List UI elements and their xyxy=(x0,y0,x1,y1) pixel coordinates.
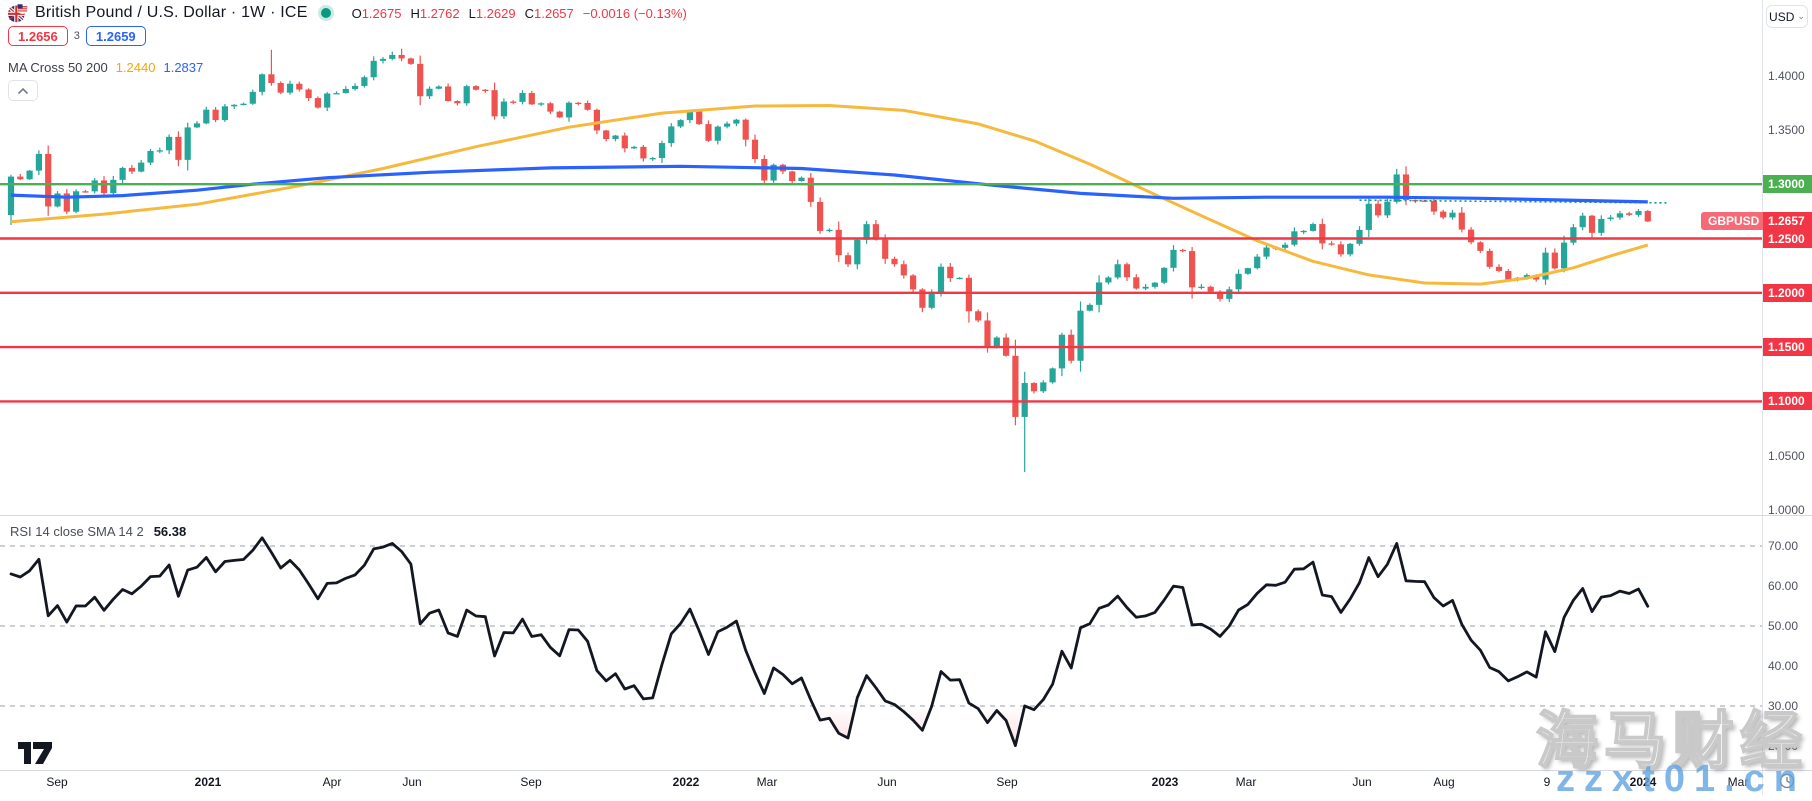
buy-button[interactable]: 1.2659 xyxy=(85,26,146,46)
level-badge-1.3000: 1.3000 xyxy=(1763,175,1812,194)
level-badge-1.2000: 1.2000 xyxy=(1763,283,1812,302)
time-tick-Mar: Mar xyxy=(1235,775,1257,789)
currency-value: USD xyxy=(1769,9,1795,24)
rsi-label: RSI 14 close SMA 14 2 xyxy=(10,524,144,539)
price-tick-1.3500: 1.3500 xyxy=(1768,122,1805,137)
candles xyxy=(7,48,1651,472)
ma-cross-label: MA Cross 50 200 xyxy=(8,60,108,75)
price-tick-1.4000: 1.4000 xyxy=(1768,68,1805,83)
time-tick-2023: 2023 xyxy=(1151,775,1179,789)
time-tick-Aug: Aug xyxy=(1433,775,1455,789)
rsi-pane-header[interactable]: RSI 14 close SMA 14 2 56.38 xyxy=(10,524,186,539)
spread-value: 3 xyxy=(73,30,80,42)
sell-button[interactable]: 1.2656 xyxy=(8,26,68,46)
ma200-line xyxy=(10,164,1648,204)
rsi-tick-20.00: 20.00 xyxy=(1768,739,1799,753)
collapse-legend-button[interactable] xyxy=(8,80,38,101)
rsi-tick-40.00: 40.00 xyxy=(1768,659,1799,673)
time-tick-Sep: Sep xyxy=(996,775,1018,789)
chevron-down-icon: ⌄ xyxy=(1797,11,1805,21)
rsi-tick-70.00: 70.00 xyxy=(1768,539,1799,553)
price-tick-1.0000: 1.0000 xyxy=(1768,503,1805,517)
time-tick-Mar: Mar xyxy=(1727,775,1749,789)
currency-dropdown[interactable]: USD ⌄ xyxy=(1766,5,1808,28)
level-badge-1.1000: 1.1000 xyxy=(1763,392,1812,411)
time-tick-Apr: Apr xyxy=(322,775,342,789)
time-tick-2022: 2022 xyxy=(672,775,700,789)
time-tick-Sep: Sep xyxy=(46,775,68,789)
time-tick-2021: 2021 xyxy=(194,775,222,789)
tradingview-logo[interactable] xyxy=(18,740,58,766)
rsi-tick-50.00: 50.00 xyxy=(1768,619,1799,633)
time-tick-9: 9 xyxy=(1543,775,1551,789)
close-value: 1.2657 xyxy=(534,5,574,21)
ma50-value: 1.2440 xyxy=(115,60,156,75)
rsi-tick-30.00: 30.00 xyxy=(1768,699,1799,713)
market-status-icon[interactable] xyxy=(320,8,331,18)
change-value: −0.0016 (−0.13%) xyxy=(582,5,687,21)
price-scale-border xyxy=(1762,0,1763,795)
ma50-line xyxy=(10,104,1649,286)
high-value: 1.2762 xyxy=(419,5,460,21)
time-tick-2024: 2024 xyxy=(1629,775,1657,789)
symbol-name-badge: GBPUSD xyxy=(1701,212,1767,231)
chevron-up-icon xyxy=(18,87,28,94)
ma-cross-legend[interactable]: MA Cross 50 200 1.2440 1.2837 xyxy=(8,60,203,75)
gbpusd-pair-flag-icon xyxy=(8,3,28,23)
time-tick-Mar: Mar xyxy=(756,775,778,789)
symbol-header: British Pound / U.S. Dollar · 1W · ICE O… xyxy=(8,2,687,24)
ma200-value: 1.2837 xyxy=(163,60,204,75)
low-value: 1.2629 xyxy=(475,5,516,21)
level-badge-1.1500: 1.1500 xyxy=(1763,338,1812,357)
rsi-overbought-fill xyxy=(256,537,1398,546)
level-badge-1.2500: 1.2500 xyxy=(1763,229,1812,248)
rsi-line xyxy=(9,536,1650,747)
last-price-badge: 1.2657 xyxy=(1763,212,1812,231)
price-tick-1.0500: 1.0500 xyxy=(1768,448,1805,463)
pane-separator[interactable] xyxy=(0,515,1812,516)
time-tick-Jun: Jun xyxy=(877,775,897,789)
symbol-title[interactable]: British Pound / U.S. Dollar · 1W · ICE xyxy=(35,4,308,21)
time-tick-Jun: Jun xyxy=(402,775,422,789)
clock-icon[interactable] xyxy=(1779,773,1795,789)
ohlc-readout: O1.2675 H1.2762 L1.2629 C1.2657 −0.0016 … xyxy=(351,5,687,21)
time-axis-border xyxy=(0,770,1812,771)
bid-ask-row: 1.2656 3 1.2659 xyxy=(8,26,146,46)
rsi-value: 56.38 xyxy=(153,524,187,539)
time-tick-Sep: Sep xyxy=(520,775,542,789)
rsi-tick-60.00: 60.00 xyxy=(1768,579,1799,593)
time-tick-Jun: Jun xyxy=(1352,775,1372,789)
open-value: 1.2675 xyxy=(361,5,402,21)
